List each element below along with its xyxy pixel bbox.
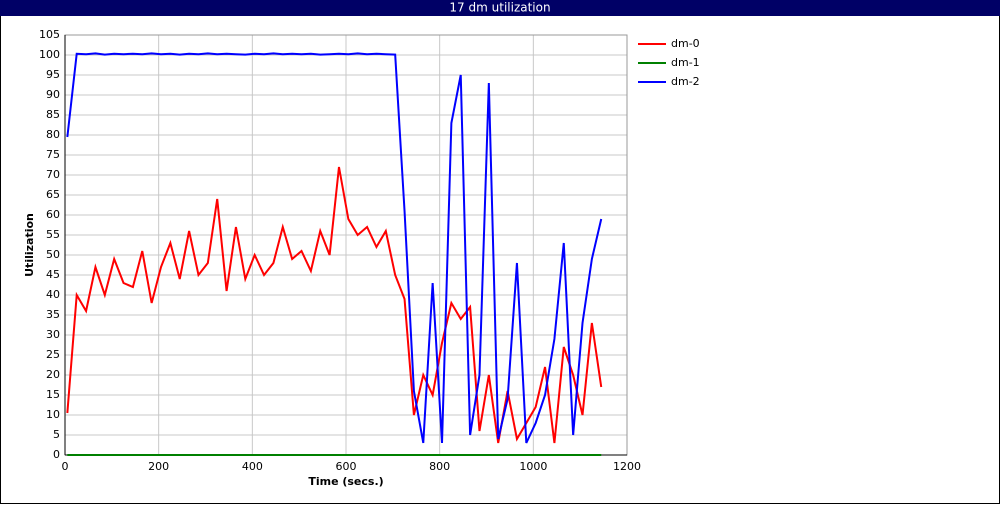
y-axis-label: Utilization (23, 213, 36, 277)
y-tick-label: 10 (46, 408, 60, 421)
y-tick-label: 80 (46, 128, 60, 141)
x-tick-label: 800 (429, 460, 450, 473)
y-tick-label: 25 (46, 348, 60, 361)
y-tick-label: 90 (46, 88, 60, 101)
y-tick-label: 15 (46, 388, 60, 401)
title-bar (0, 0, 1000, 16)
chart-title: 17 dm utilization (449, 1, 550, 15)
y-tick-label: 95 (46, 68, 60, 81)
y-tick-label: 40 (46, 288, 60, 301)
series-line (66, 52, 603, 444)
y-tick-label: 105 (39, 28, 60, 41)
y-tick-label: 20 (46, 368, 60, 381)
y-tick-label: 100 (39, 48, 60, 61)
x-tick-label: 200 (148, 460, 169, 473)
x-axis-label: Time (secs.) (308, 475, 383, 488)
y-tick-label: 30 (46, 328, 60, 341)
y-tick-label: 75 (46, 148, 60, 161)
y-tick-label: 60 (46, 208, 60, 221)
y-tick-label: 85 (46, 108, 60, 121)
x-tick-label: 600 (336, 460, 357, 473)
x-tick-label: 400 (242, 460, 263, 473)
y-tick-label: 0 (53, 448, 60, 461)
y-tick-label: 45 (46, 268, 60, 281)
legend-label: dm-2 (671, 75, 700, 88)
x-tick-label: 0 (62, 460, 69, 473)
x-tick-label: 1200 (613, 460, 641, 473)
y-tick-label: 35 (46, 308, 60, 321)
legend-label: dm-0 (671, 37, 700, 50)
y-tick-label: 50 (46, 248, 60, 261)
legend-label: dm-1 (671, 56, 700, 69)
series-line (66, 166, 603, 444)
y-tick-label: 5 (53, 428, 60, 441)
y-tick-label: 70 (46, 168, 60, 181)
y-tick-label: 55 (46, 228, 60, 241)
y-tick-label: 65 (46, 188, 60, 201)
x-tick-label: 1000 (519, 460, 547, 473)
